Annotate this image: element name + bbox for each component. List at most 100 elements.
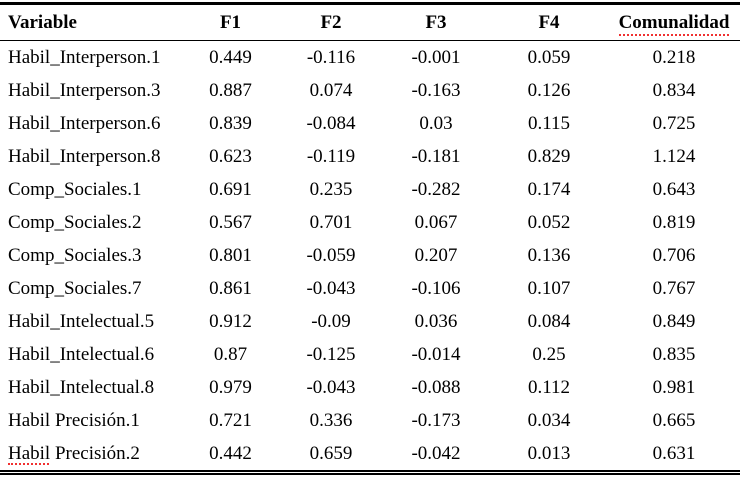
value-cell: 0.643 [652,178,696,200]
value-cell: 0.721 [209,409,252,431]
value-cell: 0.801 [209,244,252,266]
table-row: Comp_Sociales.1 0.691 0.235 -0.282 0.174… [0,173,740,206]
value-cell: 0.725 [652,112,696,134]
value-cell: 0.665 [652,409,696,431]
table-row: Comp_Sociales.2 0.567 0.701 0.067 0.052 … [0,206,740,239]
comunalidad-label: Comunalidad [618,11,730,36]
value-cell: -0.09 [311,310,351,332]
value-cell: 0.052 [527,211,571,233]
value-cell: -0.042 [411,442,461,464]
value-cell: 0.912 [209,310,252,332]
value-cell: 0.691 [209,178,252,200]
column-header-f3: F3 [382,3,490,41]
value-cell: -0.001 [411,46,461,68]
value-cell: 0.631 [652,442,696,464]
value-cell: 0.829 [527,145,571,167]
value-cell: 0.03 [419,112,453,134]
variable-cell: Habil_Interperson.3 [8,79,161,101]
value-cell: 0.115 [527,112,571,134]
value-cell: 0.87 [213,343,248,365]
value-cell: -0.125 [306,343,356,365]
table-row: Habil_Interperson.3 0.887 0.074 -0.163 0… [0,74,740,107]
value-cell: 1.124 [652,145,696,167]
value-cell: 0.839 [209,112,252,134]
value-cell: 0.25 [532,343,566,365]
value-cell: 0.835 [652,343,696,365]
value-cell: 0.218 [652,46,696,68]
value-cell: 0.235 [309,178,353,200]
value-cell: -0.084 [306,112,356,134]
variable-cell: Habil Precisión.1 [8,409,140,431]
header-row: Variable F1 F2 F3 F4 Comunalidad [0,3,740,41]
table-row: Habil_Intelectual.8 0.979 -0.043 -0.088 … [0,371,740,404]
value-cell: -0.116 [306,46,356,68]
value-cell: 0.442 [209,442,252,464]
value-cell: 0.136 [527,244,571,266]
variable-cell: Habil_Intelectual.6 [8,343,155,365]
variable-cell: Habil_Intelectual.5 [8,310,155,332]
value-cell: 0.449 [209,46,252,68]
table-row: Habil_Intelectual.5 0.912 -0.09 0.036 0.… [0,305,740,338]
variable-cell: Habil_Interperson.8 [8,145,161,167]
value-cell: 0.112 [527,376,571,398]
table-row: Habil_Interperson.8 0.623 -0.119 -0.181 … [0,140,740,173]
value-cell: -0.119 [306,145,356,167]
table-row: Habil Precisión.2 0.442 0.659 -0.042 0.0… [0,437,740,473]
value-cell: -0.088 [411,376,461,398]
table-body: Habil_Interperson.1 0.449 -0.116 -0.001 … [0,41,740,473]
value-cell: 0.074 [309,79,353,101]
value-cell: 0.861 [209,277,252,299]
value-cell: -0.043 [306,376,356,398]
value-cell: -0.173 [411,409,461,431]
table-row: Habil Precisión.1 0.721 0.336 -0.173 0.0… [0,404,740,437]
value-cell: 0.336 [309,409,353,431]
value-cell: 0.174 [527,178,571,200]
column-header-f4: F4 [490,3,608,41]
table-row: Habil_Interperson.1 0.449 -0.116 -0.001 … [0,41,740,75]
value-cell: 0.034 [527,409,571,431]
value-cell: 0.819 [652,211,696,233]
variable-cell: Habil_Interperson.6 [8,112,161,134]
value-cell: 0.767 [652,277,696,299]
variable-cell: Comp_Sociales.3 [8,244,142,266]
value-cell: 0.084 [527,310,571,332]
variable-cell: Habil_Intelectual.8 [8,376,155,398]
variable-cell: Comp_Sociales.1 [8,178,142,200]
value-cell: -0.181 [411,145,461,167]
table-header: Variable F1 F2 F3 F4 Comunalidad [0,3,740,41]
value-cell: 0.126 [527,79,571,101]
variable-cell: Comp_Sociales.7 [8,277,142,299]
value-cell: 0.849 [652,310,696,332]
value-cell: 0.701 [309,211,353,233]
value-cell: -0.282 [411,178,461,200]
column-header-f2: F2 [280,3,382,41]
value-cell: -0.059 [306,244,356,266]
table-row: Comp_Sociales.7 0.861 -0.043 -0.106 0.10… [0,272,740,305]
value-cell: 0.706 [652,244,696,266]
value-cell: -0.043 [306,277,356,299]
table-row: Habil_Intelectual.6 0.87 -0.125 -0.014 0… [0,338,740,371]
column-header-f1: F1 [181,3,280,41]
value-cell: 0.059 [527,46,571,68]
variable-cell: Habil_Interperson.1 [8,46,161,68]
value-cell: 0.659 [309,442,353,464]
table-row: Comp_Sociales.3 0.801 -0.059 0.207 0.136… [0,239,740,272]
value-cell: -0.014 [411,343,461,365]
value-cell: -0.163 [411,79,461,101]
value-cell: 0.981 [652,376,696,398]
value-cell: 0.979 [209,376,252,398]
value-cell: 0.036 [414,310,458,332]
column-header-variable: Variable [0,3,181,41]
value-cell: 0.067 [414,211,458,233]
value-cell: -0.106 [411,277,461,299]
column-header-comunalidad: Comunalidad [608,3,740,41]
table-row: Habil_Interperson.6 0.839 -0.084 0.03 0.… [0,107,740,140]
value-cell: 0.013 [527,442,571,464]
value-cell: 0.107 [527,277,571,299]
value-cell: 0.834 [652,79,696,101]
value-cell: 0.623 [209,145,252,167]
value-cell: 0.567 [209,211,252,233]
value-cell: 0.887 [209,79,252,101]
variable-cell: Habil Precisión.2 [0,437,181,473]
